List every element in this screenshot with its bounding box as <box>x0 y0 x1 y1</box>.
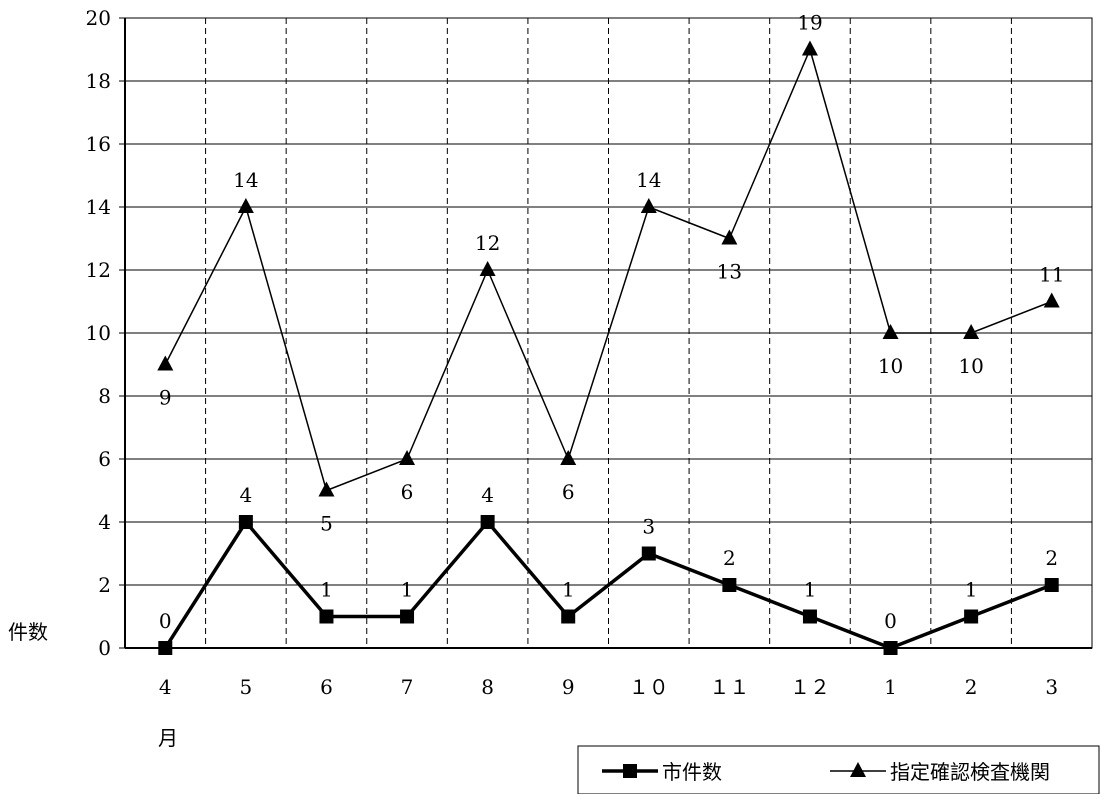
x-tick-label: 9 <box>562 675 575 699</box>
x-tick-label: 6 <box>320 675 333 699</box>
y-tick-label: 12 <box>86 258 111 282</box>
data-label: 0 <box>884 609 897 633</box>
legend-box <box>577 745 1100 794</box>
y-axis-label: 件数 <box>8 620 48 644</box>
data-point-triangle <box>157 355 174 371</box>
data-label: 19 <box>797 11 822 35</box>
data-label: 0 <box>159 609 172 633</box>
legend-label: 指定確認検査機関 <box>890 760 1050 784</box>
data-point-triangle <box>237 198 254 213</box>
data-label: 14 <box>233 168 258 192</box>
x-tick-label: １０ <box>629 675 669 699</box>
x-tick-label: 2 <box>965 675 978 699</box>
data-point-square <box>400 609 415 624</box>
y-tick-label: 16 <box>86 132 111 156</box>
y-tick-label: 20 <box>86 6 111 30</box>
data-point-square <box>238 515 253 529</box>
x-tick-label: １２ <box>790 675 830 699</box>
data-label: 13 <box>717 260 742 284</box>
data-point-square <box>641 546 656 561</box>
data-point-triangle <box>721 229 738 245</box>
data-point-triangle <box>318 481 335 497</box>
data-label: 5 <box>320 512 333 536</box>
data-point-square <box>561 609 576 624</box>
data-point-square <box>802 609 817 624</box>
y-tick-label: 10 <box>86 321 111 345</box>
data-point-triangle <box>882 324 899 339</box>
legend-marker-square <box>623 764 637 778</box>
data-point-triangle <box>640 198 657 213</box>
legend: 市件数 指定確認検査機関 <box>577 745 1100 794</box>
legend-marker-triangle <box>850 762 866 777</box>
data-point-square <box>158 641 173 655</box>
data-point-triangle <box>560 450 577 465</box>
data-label: 1 <box>320 578 333 602</box>
data-label: 4 <box>481 483 494 507</box>
x-tick-label: 3 <box>1045 675 1058 699</box>
data-point-square <box>722 578 737 592</box>
x-tick-label: 8 <box>481 675 494 699</box>
data-label: 10 <box>878 354 903 378</box>
data-label: 14 <box>636 168 661 192</box>
series <box>157 40 1060 655</box>
data-point-triangle <box>801 40 818 56</box>
data-point-square <box>883 641 898 655</box>
series-line <box>164 48 1052 492</box>
data-label: 3 <box>642 515 655 539</box>
data-point-triangle <box>399 450 416 465</box>
data-label: 10 <box>958 354 983 378</box>
data-label: 1 <box>562 578 575 602</box>
legend-label: 市件数 <box>662 760 722 784</box>
x-tick-label: 7 <box>401 675 414 699</box>
y-tick-label: 2 <box>98 573 111 597</box>
data-label: 12 <box>475 231 500 255</box>
x-tick-labels: 4 5 6 7 8 9 １０ １１ １２ 1 2 3 <box>159 675 1058 699</box>
data-label: 6 <box>401 480 414 504</box>
y-tick-label: 6 <box>98 447 111 471</box>
x-tick-label: 1 <box>884 675 897 699</box>
y-tick-label: 8 <box>98 384 111 408</box>
data-label: 11 <box>1039 263 1064 287</box>
data-point-square <box>319 609 334 624</box>
data-label: 1 <box>401 578 414 602</box>
data-label: 9 <box>159 386 172 410</box>
data-label: 2 <box>1045 546 1058 570</box>
y-tick-label: 0 <box>98 636 111 660</box>
data-label: 6 <box>562 480 575 504</box>
x-tick-label: 4 <box>159 675 172 699</box>
data-label: 2 <box>723 546 736 570</box>
y-tick-label: 14 <box>86 195 111 219</box>
data-point-square <box>480 515 495 529</box>
data-label: 1 <box>804 578 817 602</box>
series-line <box>163 520 1053 650</box>
x-axis-label: 月 <box>158 726 178 750</box>
data-point-triangle <box>479 261 496 276</box>
data-label: 1 <box>965 578 978 602</box>
x-tick-label: 5 <box>240 675 253 699</box>
x-tick-label: １１ <box>709 675 749 699</box>
data-point-triangle <box>963 324 980 339</box>
data-label: 4 <box>240 483 253 507</box>
data-point-triangle <box>1043 292 1060 308</box>
data-point-square <box>1044 578 1059 592</box>
y-tick-label: 4 <box>98 510 111 534</box>
y-tick-label: 18 <box>86 69 111 93</box>
axes <box>119 17 1093 649</box>
y-tick-labels: 0 2 4 6 8 10 12 14 16 18 20 <box>86 6 111 660</box>
data-point-square <box>964 609 979 624</box>
